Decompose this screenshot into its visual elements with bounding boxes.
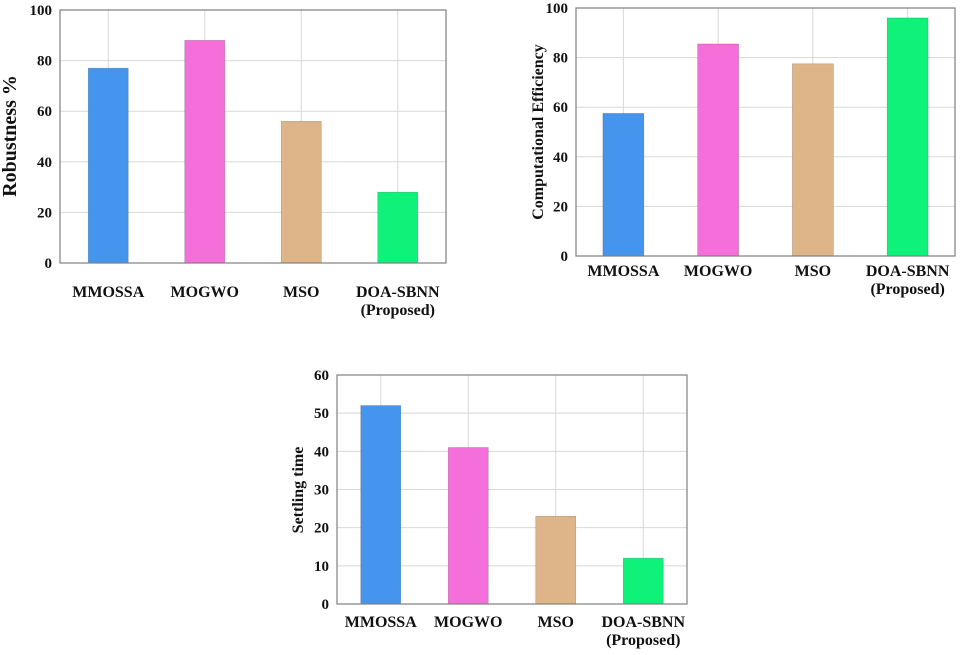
y-tick-label: 10 <box>314 559 329 575</box>
y-axis-label: Computational Efficiency <box>530 44 547 220</box>
bar-mso: MSO: 56 <box>280 121 322 264</box>
y-tick-label: 20 <box>314 521 329 537</box>
bar-mmossa: MMOSSA: 57.5 <box>602 113 645 257</box>
x-tick-label: MSO <box>283 284 319 301</box>
x-tick-label: DOA-SBNN (Proposed) <box>601 614 685 649</box>
x-tick-label: MMOSSA <box>72 284 144 301</box>
plot-frame <box>336 374 688 605</box>
y-axis-label: Settling time <box>290 447 307 534</box>
y-tick-label: 80 <box>37 54 52 70</box>
y-tick-label: 0 <box>322 597 330 613</box>
y-tick-label: 20 <box>37 205 52 221</box>
bar-mso: MSO: 23 <box>535 515 577 605</box>
plot-frame <box>59 9 447 264</box>
chart-1: 0 20 40 60 80 100 MMOSSA: 77 MOGWO: 88 MSO: 56 DO… <box>0 3 447 319</box>
x-tick-label: MOGWO <box>434 614 502 631</box>
chart-2: 0 20 40 60 80 100 MMOSSA: 57.5 MOGWO: 85.5 MSO: … <box>530 1 956 298</box>
bar-mogwo: MOGWO: 41 <box>447 447 489 605</box>
y-tick-label: 40 <box>553 150 568 166</box>
bar-mogwo: MOGWO: 85.5 <box>697 43 739 257</box>
bar-mogwo: MOGWO: 88 <box>184 40 226 264</box>
bar-mmossa: MMOSSA: 77 <box>87 67 129 264</box>
x-tick-label: MMOSSA <box>587 263 659 280</box>
y-tick-label: 60 <box>37 104 52 120</box>
bar-mso: MSO: 77.5 <box>792 63 834 257</box>
x-tick-label: DOA-SBNN (Proposed) <box>356 284 440 319</box>
y-tick-label: 80 <box>553 51 568 67</box>
chart-3: 0 10 20 30 40 50 60 MMOSSA: 52 MOGWO: 41 MSO: 23 D… <box>290 368 688 649</box>
y-tick-label: 100 <box>546 1 569 17</box>
y-tick-label: 60 <box>553 100 568 116</box>
y-axis-label: Robustness % <box>0 75 21 197</box>
y-tick-label: 40 <box>37 155 52 171</box>
x-tick-label: MSO <box>538 614 574 631</box>
plot-frame <box>575 7 956 257</box>
y-tick-label: 40 <box>314 444 329 460</box>
y-tick-label: 20 <box>553 199 568 215</box>
y-tick-label: 30 <box>314 483 329 499</box>
y-tick-label: 50 <box>314 406 329 422</box>
x-tick-label: MOGWO <box>171 284 239 301</box>
bar-doa-sbnn: DOA-SBNN (Proposed): 28 <box>377 191 419 264</box>
y-tick-label: 0 <box>561 249 569 265</box>
x-tick-label: MOGWO <box>684 263 752 280</box>
y-tick-label: 100 <box>30 3 53 19</box>
y-tick-label: 60 <box>314 368 329 384</box>
y-tick-label: 0 <box>45 256 53 272</box>
x-tick-label: MMOSSA <box>345 614 417 631</box>
bar-mmossa: MMOSSA: 52 <box>360 405 402 605</box>
bar-doa-sbnn: DOA-SBNN (Proposed): 12 <box>622 557 664 605</box>
x-tick-label: MSO <box>795 263 831 280</box>
x-tick-label: DOA-SBNN (Proposed) <box>866 263 950 298</box>
bar-doa-sbnn: DOA-SBNN (Proposed): 96 <box>886 17 929 257</box>
